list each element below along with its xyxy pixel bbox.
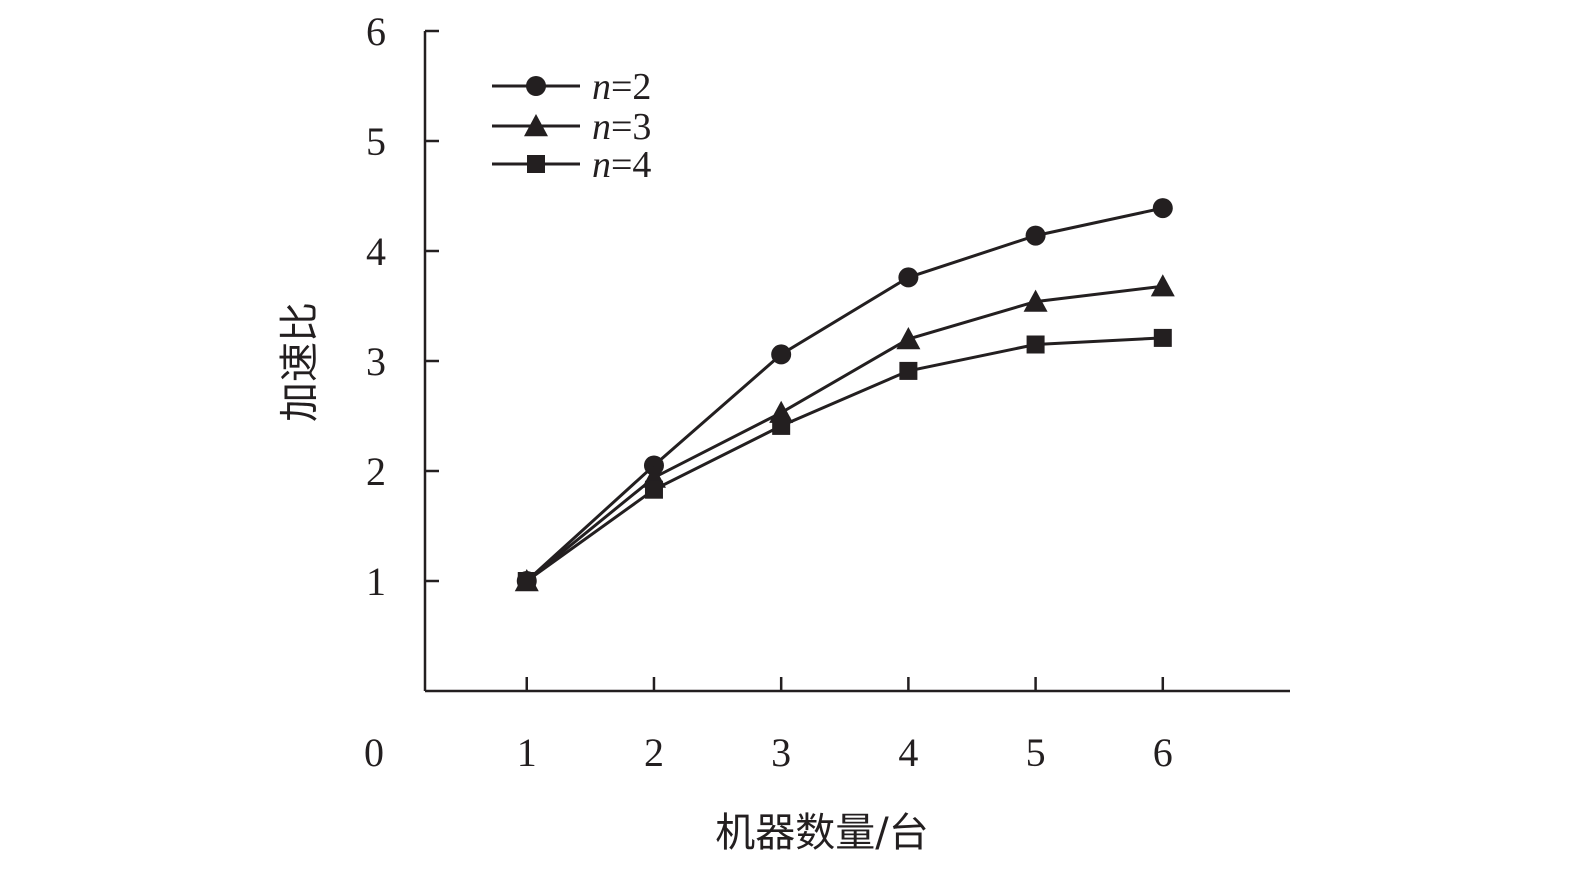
data-point [772, 416, 791, 435]
data-point [1150, 274, 1175, 297]
x-tick-label: 4 [898, 730, 918, 775]
series-square [517, 328, 1172, 590]
x-ticks: 1 2 3 4 5 6 [517, 677, 1173, 775]
data-point [644, 480, 663, 499]
y-axis-title: 加速比 [277, 302, 323, 422]
legend-label: n=3 [592, 106, 651, 148]
data-point [643, 455, 664, 476]
series-circle [516, 198, 1173, 591]
data-point [1023, 289, 1048, 312]
data-point [517, 572, 536, 590]
legend-marker [527, 155, 545, 173]
y-tick-label: 1 [366, 559, 386, 604]
legend-label-rest: =2 [611, 66, 651, 108]
legend: n=2n=3n=4 [492, 66, 651, 186]
series-line [525, 336, 1163, 583]
legend-label-rest: =4 [611, 144, 651, 186]
series-line [525, 284, 1163, 583]
data-point [896, 327, 921, 350]
data-point [1152, 198, 1173, 219]
legend-label: n=4 [592, 144, 651, 186]
series-line [525, 206, 1164, 583]
series-triangle [514, 274, 1175, 592]
x-tick-label: 6 [1153, 730, 1173, 775]
data-point [1025, 225, 1046, 246]
y-tick-label: 2 [366, 449, 386, 494]
y-tick-label: 4 [366, 229, 386, 274]
x-axis-title: 机器数量/台 [715, 810, 928, 856]
x-tick-label: 3 [771, 730, 791, 775]
x-tick-label: 5 [1026, 730, 1046, 775]
data-point [899, 361, 918, 380]
legend-label-var: n [592, 106, 611, 148]
legend-label-var: n [592, 144, 611, 186]
legend-entry: n=3 [492, 106, 651, 148]
data-point [898, 267, 919, 288]
legend-label-rest: =3 [611, 106, 651, 148]
axes [423, 31, 1290, 693]
x-tick-label: 2 [644, 730, 664, 775]
legend-label-var: n [592, 66, 611, 108]
data-point [771, 344, 792, 365]
y-tick-label: 5 [366, 119, 386, 164]
legend-marker [524, 114, 548, 137]
legend-marker [526, 76, 546, 96]
x-tick-label: 1 [517, 730, 537, 775]
data-point [1026, 335, 1045, 354]
legend-entry: n=2 [492, 66, 651, 108]
data-point [1153, 328, 1172, 347]
legend-entry: n=4 [492, 144, 651, 186]
legend-label: n=2 [592, 66, 651, 108]
y-tick-label: 3 [366, 339, 386, 384]
y-tick-label: 6 [366, 9, 386, 54]
y-ticks: 1 2 3 4 5 6 [366, 9, 439, 604]
x-origin-label: 0 [364, 730, 384, 775]
series-layer [514, 198, 1175, 592]
